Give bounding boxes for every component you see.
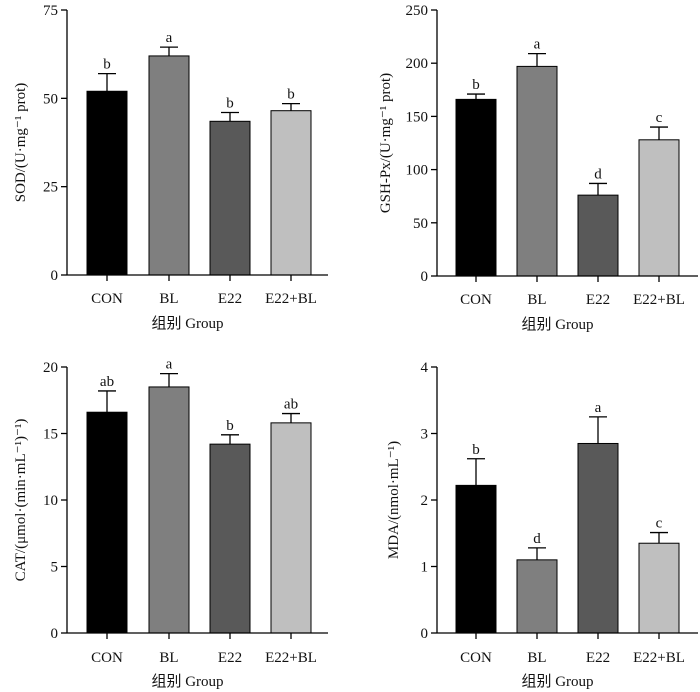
y-tick-label: 10 (43, 493, 58, 509)
y-axis-title: GSH-Px/(U·mg⁻¹ prot) (378, 73, 394, 213)
x-tick-label: E22 (218, 650, 242, 666)
significance-letter: b (287, 87, 295, 103)
x-tick-label: E22+BL (633, 650, 685, 666)
y-tick-label: 50 (413, 216, 428, 232)
y-tick-label: 25 (43, 180, 58, 196)
x-axis-title: 组别 Group (151, 315, 223, 332)
y-tick-label: 15 (43, 427, 58, 443)
bar-e22 (577, 442, 619, 634)
y-tick-label: 5 (51, 560, 59, 576)
y-tick-label: 200 (406, 56, 429, 72)
significance-letter: b (472, 442, 480, 458)
y-tick-label: 0 (421, 269, 429, 285)
significance-letter: c (656, 516, 663, 532)
x-tick-label: BL (159, 291, 178, 307)
bar-e22-bl (270, 110, 312, 276)
y-tick-label: 100 (406, 163, 429, 179)
x-tick-label: E22 (218, 291, 242, 307)
x-tick-label: CON (460, 292, 492, 308)
y-tick-label: 3 (421, 427, 429, 443)
y-tick-label: 50 (43, 91, 58, 107)
significance-letter: ab (284, 397, 298, 413)
significance-letter: b (103, 57, 111, 73)
significance-letter: b (472, 77, 480, 93)
bar-con (455, 98, 497, 277)
significance-letter: b (226, 418, 234, 434)
y-tick-label: 2 (421, 493, 429, 509)
x-tick-label: CON (91, 291, 123, 307)
significance-letter: a (166, 30, 173, 46)
y-tick-label: 75 (43, 3, 58, 19)
bar-bl (148, 55, 190, 276)
bar-con (86, 90, 128, 276)
bar-con (86, 411, 128, 634)
y-tick-label: 1 (421, 560, 429, 576)
bar-e22 (577, 194, 619, 277)
significance-letter: a (534, 37, 541, 53)
significance-letter: c (656, 110, 663, 126)
x-tick-label: BL (527, 650, 546, 666)
y-tick-label: 250 (406, 3, 429, 19)
y-axis-title: SOD/(U·mg⁻¹ prot) (13, 83, 29, 203)
significance-letter: d (533, 531, 541, 547)
bar-e22 (209, 120, 251, 276)
significance-letter: a (166, 357, 173, 373)
x-tick-label: E22+BL (265, 291, 317, 307)
y-tick-label: 0 (51, 626, 59, 642)
y-axis-title: MDA/(nmol·mL⁻¹) (386, 441, 402, 559)
x-axis-title: 组别 Group (521, 316, 593, 333)
significance-letter: a (595, 400, 602, 416)
bar-e22-bl (638, 542, 680, 634)
bar-e22-bl (638, 139, 680, 277)
x-tick-label: E22+BL (265, 650, 317, 666)
significance-letter: ab (100, 374, 114, 390)
x-tick-label: BL (527, 292, 546, 308)
chart-panel-2: b a d c 0 50 100 150 200 250 CON BL E22 E22+BL 组别 Grou… (378, 3, 698, 333)
y-tick-label: 0 (51, 268, 59, 284)
bar-bl (148, 386, 190, 634)
bar-e22 (209, 443, 251, 634)
chart-panel-1: b a b b 0 25 50 75 CON BL E22 E22+BL 组别 Group SOD/(U·… (13, 3, 328, 332)
y-tick-label: 0 (421, 626, 429, 642)
x-tick-label: E22+BL (633, 292, 685, 308)
x-tick-label: CON (460, 650, 492, 666)
y-axis-title: CAT/(μmol·(min·mL⁻¹)⁻¹) (13, 419, 29, 582)
x-axis-title: 组别 Group (151, 673, 223, 690)
significance-letter: d (594, 166, 602, 182)
significance-letter: b (226, 95, 234, 111)
x-tick-label: BL (159, 650, 178, 666)
bar-bl (516, 65, 558, 277)
y-tick-label: 150 (406, 109, 429, 125)
x-axis-title: 组别 Group (521, 673, 593, 690)
bar-e22-bl (270, 422, 312, 634)
bar-con (455, 484, 497, 634)
y-tick-label: 4 (421, 360, 429, 376)
x-tick-label: E22 (586, 650, 610, 666)
chart-panel-4: b d a c 0 1 2 3 4 CON BL E22 E22+BL 组别 Group MDA/(nmol… (386, 360, 698, 690)
y-tick-label: 20 (43, 360, 58, 376)
x-tick-label: E22 (586, 292, 610, 308)
x-tick-label: CON (91, 650, 123, 666)
bar-bl (516, 559, 558, 634)
